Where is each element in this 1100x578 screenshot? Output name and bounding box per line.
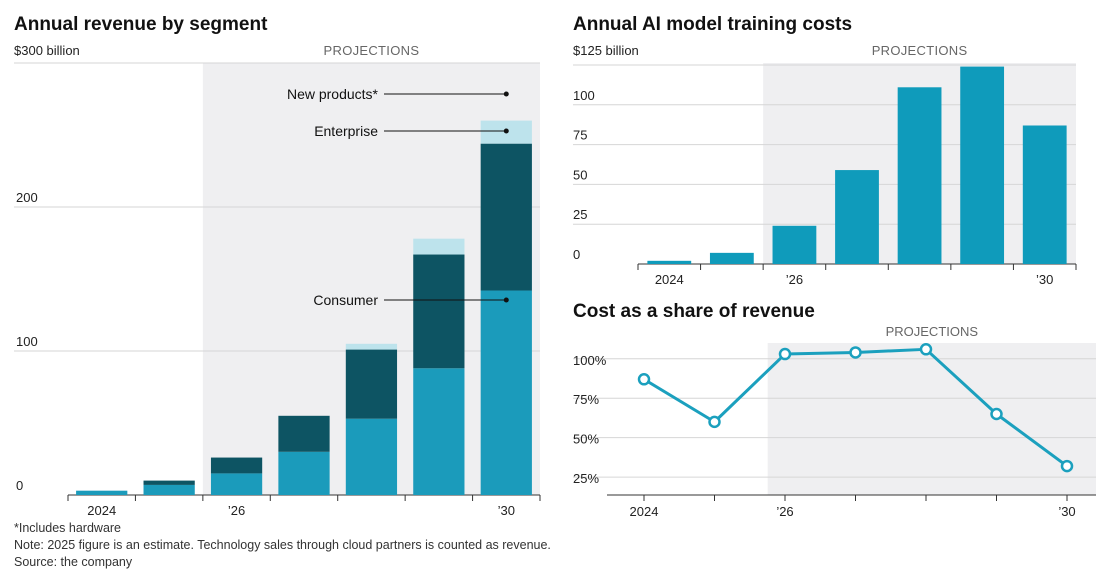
data-point (778, 347, 792, 361)
revenue-unit-label: $300 billion (14, 43, 80, 58)
data-point (849, 346, 862, 359)
x-tick-label: ’30 (1036, 272, 1053, 287)
bar-segment (413, 254, 465, 369)
annotation-dot (503, 297, 509, 303)
bar-segment (210, 457, 263, 474)
bar-segment (76, 490, 128, 495)
y-tick-label: 100 (573, 88, 595, 103)
bar (897, 87, 942, 265)
projection-label: PROJECTIONS (324, 43, 420, 58)
bar (960, 66, 1005, 264)
bar (647, 260, 692, 264)
y-tick-label: 0 (16, 478, 23, 493)
projection-label: PROJECTIONS (886, 324, 979, 339)
bar-segment (345, 418, 398, 495)
footnote-asterisk: *Includes hardware (14, 521, 122, 535)
training-unit-label: $125 billion (573, 43, 639, 58)
bar (709, 252, 754, 264)
y-tick-label: 25 (573, 207, 587, 222)
y-tick-label: 25% (573, 471, 599, 486)
y-tick-label: 100% (573, 353, 607, 368)
y-tick-label: 50% (573, 432, 599, 447)
bar-segment (143, 480, 195, 485)
data-point (990, 407, 1003, 421)
x-tick-label: ’26 (228, 503, 245, 518)
bar-segment (413, 368, 465, 495)
x-tick-label: 2024 (630, 504, 659, 519)
data-point (637, 373, 651, 386)
bar-segment (480, 143, 532, 291)
annotation-dot (503, 128, 509, 134)
bar-segment (278, 451, 330, 495)
series-annotation-label: Enterprise (314, 123, 378, 139)
x-tick-label: 2024 (87, 503, 116, 518)
y-tick-label: 100 (16, 334, 38, 349)
x-tick-label: 2024 (655, 272, 684, 287)
bar-segment (345, 349, 398, 419)
projection-label: PROJECTIONS (872, 43, 968, 58)
y-tick-label: 50 (573, 167, 587, 182)
y-tick-label: 200 (16, 190, 38, 205)
bar-segment (210, 473, 263, 495)
revenue-chart: PROJECTIONS 0 100 200 2024 ’26 ’30 New products… (14, 43, 541, 518)
x-tick-label: ’26 (786, 272, 803, 287)
bar-segment (278, 415, 330, 452)
y-tick-label: 0 (573, 247, 580, 262)
x-tick-label: ’30 (498, 503, 515, 518)
training-chart-title: Annual AI model training costs (573, 14, 853, 35)
x-tick-label: ’30 (1058, 504, 1075, 519)
bar (772, 225, 817, 264)
bar-segment (480, 290, 532, 495)
footnote-source: Source: the company (14, 555, 133, 569)
bar-segment (345, 343, 398, 350)
x-tick-label: ’26 (776, 504, 793, 519)
y-tick-label: 75 (573, 128, 587, 143)
annotation-dot (503, 91, 509, 97)
footnotes: *Includes hardware Note: 2025 figure is … (14, 520, 551, 571)
data-point (919, 343, 933, 356)
bar-segment (143, 484, 195, 495)
share-chart: PROJECTIONS 25% 50% 75% 100% 2024 ’26 ’30 (573, 324, 1096, 519)
revenue-chart-title: Annual revenue by segment (14, 14, 268, 35)
series-annotation-label: Consumer (313, 292, 378, 308)
data-point (708, 415, 721, 429)
series-annotation-label: New products* (287, 86, 379, 102)
bar (835, 170, 879, 264)
footnote-note: Note: 2025 figure is an estimate. Techno… (14, 538, 551, 552)
projection-shade (767, 343, 1096, 495)
bar (1022, 125, 1067, 264)
training-chart: PROJECTIONS 0 25 50 75 100 2024 ’26 ’30 (573, 43, 1077, 287)
data-point (1060, 459, 1074, 473)
bar-segment (413, 238, 465, 255)
y-tick-label: 75% (573, 392, 599, 407)
share-chart-title: Cost as a share of revenue (573, 301, 815, 322)
